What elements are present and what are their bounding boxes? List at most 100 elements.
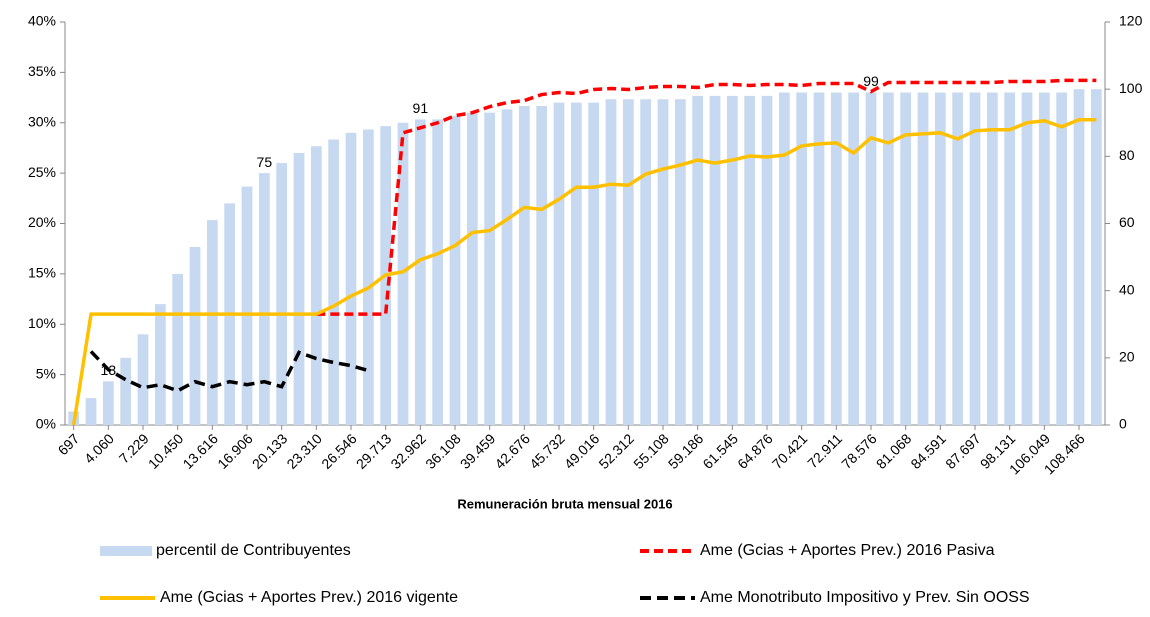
y2-tick-label: 120 <box>1119 13 1143 29</box>
bar <box>466 112 478 426</box>
bar <box>276 163 288 426</box>
bar <box>362 129 374 425</box>
x-tick-label: 61.545 <box>699 430 741 472</box>
bar <box>172 273 184 425</box>
bar <box>830 92 842 426</box>
bar <box>310 146 322 425</box>
x-tick-label: 81.068 <box>873 430 915 472</box>
y-tick-label: 0% <box>36 416 56 432</box>
bar <box>848 92 860 426</box>
y2-tick-label: 20 <box>1119 349 1135 365</box>
bar <box>1073 89 1085 426</box>
x-tick-label: 78.576 <box>838 430 880 472</box>
bar <box>934 92 946 426</box>
x-tick-label: 16.906 <box>214 430 256 472</box>
x-tick-label: 29.713 <box>353 430 395 472</box>
x-tick-label: 70.421 <box>769 430 811 472</box>
x-tick-label: 84.591 <box>907 430 949 472</box>
bar <box>536 105 548 425</box>
bar <box>622 99 634 425</box>
legend-label: Ame Monotributo Impositivo y Prev. Sin O… <box>700 589 1030 606</box>
x-tick-label: 45.732 <box>526 430 568 472</box>
y2-tick-label: 0 <box>1119 416 1127 432</box>
bar <box>154 304 166 425</box>
bar <box>397 122 409 425</box>
bar <box>778 92 790 426</box>
bar <box>865 92 877 426</box>
bar <box>553 102 565 425</box>
bar <box>900 92 912 426</box>
line <box>89 350 369 393</box>
bar <box>813 92 825 426</box>
x-tick-label: 26.546 <box>318 430 360 472</box>
x-tick-label: 72.911 <box>804 430 845 471</box>
bar <box>206 220 218 425</box>
x-axis-title: Remuneración bruta mensual 2016 <box>457 496 672 511</box>
x-tick-label: 697 <box>55 430 83 458</box>
line <box>71 117 1097 426</box>
data-label: 99 <box>863 73 879 89</box>
bar <box>744 95 756 425</box>
bar <box>258 173 270 425</box>
x-tick-label: 4.060 <box>81 430 117 466</box>
bar <box>605 99 617 425</box>
bar <box>570 102 582 425</box>
x-tick-label: 55.108 <box>630 430 672 472</box>
bar <box>345 132 357 425</box>
bar <box>1021 92 1033 426</box>
x-tick-label: 42.676 <box>491 430 533 472</box>
legend-label: Ame (Gcias + Aportes Prev.) 2016 vigente <box>160 589 458 606</box>
bar <box>1056 92 1068 426</box>
bar <box>102 381 114 425</box>
bar <box>709 95 721 425</box>
x-tick-label: 23.310 <box>283 430 325 472</box>
y-tick-label: 15% <box>28 265 56 281</box>
bar <box>692 95 704 425</box>
bar <box>241 186 253 425</box>
line <box>316 78 1097 316</box>
bar <box>726 95 738 425</box>
x-tick-label: 87.697 <box>942 430 984 472</box>
bar <box>1004 92 1016 426</box>
legend-swatch <box>100 546 152 556</box>
x-tick-label: 32.962 <box>387 430 429 472</box>
bar <box>952 92 964 426</box>
legend-label: percentil de Contribuyentes <box>156 542 351 559</box>
bar <box>796 92 808 426</box>
x-tick-label: 39.459 <box>457 430 499 472</box>
bar <box>501 109 513 426</box>
x-tick-label: 36.108 <box>422 430 464 472</box>
bar <box>484 112 496 426</box>
bar <box>986 92 998 426</box>
y-tick-label: 30% <box>28 113 56 129</box>
y-tick-label: 25% <box>28 164 56 180</box>
bar <box>1090 89 1102 426</box>
data-label: 75 <box>257 154 273 170</box>
y-tick-label: 35% <box>28 63 56 79</box>
data-label: 13 <box>101 362 117 378</box>
x-tick-label: 59.186 <box>665 430 707 472</box>
y-tick-label: 10% <box>28 315 56 331</box>
bar <box>969 92 981 426</box>
y2-tick-label: 100 <box>1119 80 1143 96</box>
bar <box>328 139 340 425</box>
bar <box>917 92 929 426</box>
x-tick-label: 20.133 <box>249 430 291 472</box>
y-tick-label: 40% <box>28 13 56 29</box>
bar <box>761 95 773 425</box>
legend-label: Ame (Gcias + Aportes Prev.) 2016 Pasiva <box>700 542 995 559</box>
bar <box>85 398 97 425</box>
x-tick-label: 13.616 <box>179 430 221 472</box>
y2-tick-label: 80 <box>1119 147 1135 163</box>
bar <box>449 116 461 426</box>
bar <box>293 152 305 425</box>
x-tick-label: 52.312 <box>595 430 637 472</box>
bar <box>414 119 426 426</box>
bar <box>518 105 530 425</box>
bar <box>432 119 444 426</box>
bar <box>189 247 201 425</box>
x-tick-label: 10.450 <box>145 430 187 472</box>
bar <box>657 99 669 425</box>
bar <box>137 334 149 425</box>
